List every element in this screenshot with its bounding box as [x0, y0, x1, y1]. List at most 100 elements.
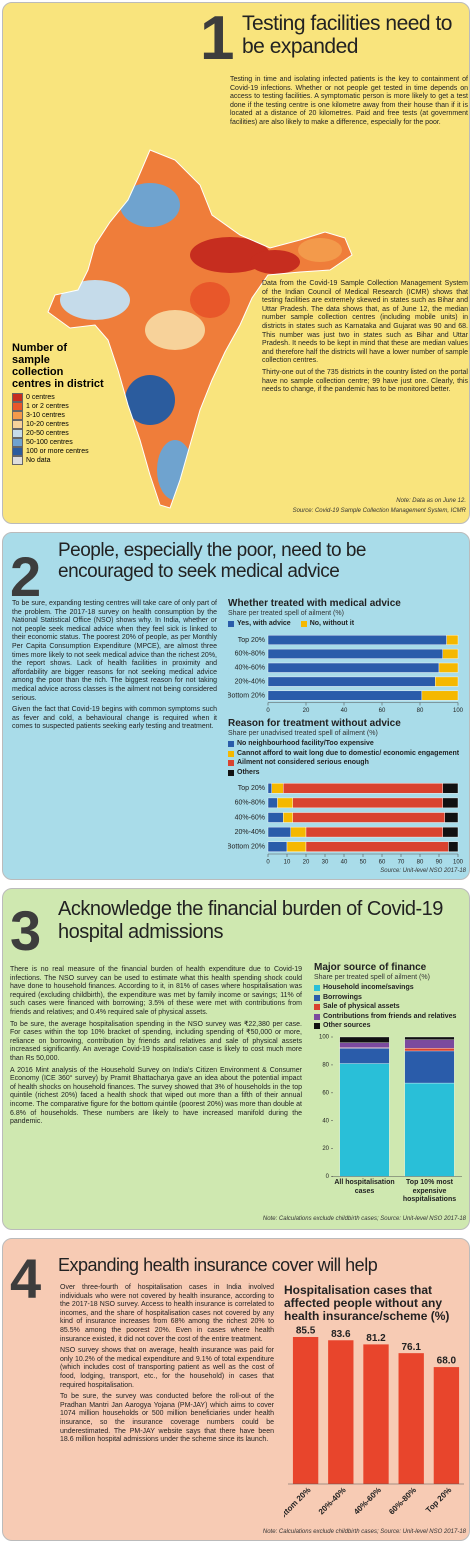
- x-tick-label: 100: [453, 860, 464, 866]
- paragraph: Testing in time and isolating infected p…: [230, 76, 468, 126]
- bar-segment: [283, 812, 293, 823]
- x-tick-label: 80: [417, 860, 424, 866]
- legend-item: Sale of physical assets: [314, 1003, 466, 1012]
- legend-swatch: [228, 621, 234, 627]
- legend-swatch: [314, 1013, 320, 1020]
- value-label: 76.1: [401, 1342, 421, 1353]
- y-tick-label: Bottom 20%: [228, 692, 265, 699]
- legend-label: Borrowings: [323, 993, 362, 1001]
- legend-swatch: [314, 985, 320, 991]
- legend: Household income/savings Borrowings Sale o…: [314, 984, 466, 1031]
- legend-swatch: [12, 447, 23, 456]
- bar: [363, 1344, 389, 1484]
- bar-segment: [434, 676, 459, 687]
- bar-segment: [267, 634, 447, 645]
- x-tick-label: 70: [398, 860, 405, 866]
- legend-label: Sale of physical assets: [323, 1003, 400, 1010]
- paragraph: To be sure, expanding testing centres wi…: [12, 600, 217, 702]
- legend-swatch: [228, 750, 234, 757]
- x-tick-label: 50: [360, 860, 367, 866]
- paragraph: Given the fact that Covid-19 begins with…: [12, 706, 217, 731]
- y-tick-label: 60: [322, 1090, 329, 1096]
- note: Note: Calculations exclude childbirth ca…: [262, 1216, 466, 1222]
- bar-segment: [305, 826, 444, 838]
- bar-segment: [339, 1042, 390, 1048]
- bar-segment: [277, 797, 293, 809]
- legend-label: 10-20 centres: [26, 421, 69, 428]
- x-tick-label: All hospitalisation cases: [334, 1179, 395, 1195]
- legend-item: Household income/savings: [314, 984, 466, 993]
- legend-item: Ailment not considered serious enough: [228, 759, 466, 768]
- legend-label: Ailment not considered serious enough: [237, 759, 369, 766]
- section-number: 3: [10, 899, 42, 962]
- bar-segment: [442, 797, 459, 809]
- chart-title: Major source of finance: [314, 962, 427, 973]
- x-tick-label: 100: [453, 708, 464, 714]
- legend-item: Yes, with advice: [228, 620, 291, 629]
- legend-swatch: [12, 402, 23, 411]
- bar-segment: [404, 1047, 455, 1051]
- legend-label: 1 or 2 centres: [26, 403, 69, 410]
- bar-segment: [267, 662, 440, 673]
- section-panel: [2, 888, 470, 1230]
- y-tick-label: 40%-60%: [235, 664, 265, 671]
- source: Source: Unit-level NSO 2017-18: [380, 868, 466, 874]
- legend-item: Other sources: [314, 1022, 466, 1031]
- legend-swatch: [314, 1023, 320, 1029]
- legend-item: 100 or more centres: [12, 447, 104, 456]
- note: Note: Calculations exclude childbirth ca…: [262, 1529, 466, 1535]
- paragraph: To be sure, the survey was conducted bef…: [60, 1393, 274, 1444]
- y-tick-label: 20%-40%: [235, 829, 265, 836]
- x-tick-label: 20: [303, 708, 310, 714]
- legend-swatch: [228, 741, 234, 747]
- paragraph: NSO survey shows that on average, health…: [60, 1347, 274, 1389]
- legend-swatch: [228, 760, 234, 766]
- bar-segment: [267, 690, 423, 700]
- bar-segment: [448, 841, 459, 852]
- legend-swatch: [12, 411, 23, 420]
- legend-swatch: [12, 429, 23, 438]
- legend-swatch: [314, 1004, 320, 1010]
- bar-segment: [267, 648, 444, 659]
- paragraph: Data from the Covid-19 Sample Collection…: [262, 280, 468, 365]
- bar: [328, 1340, 354, 1484]
- section-title: Acknowledge the financial burden of Covi…: [58, 898, 443, 943]
- bar-segment: [267, 676, 436, 687]
- legend-label: No neighbourhood facility/Too expensive: [237, 740, 374, 747]
- y-tick-label: 20%-40%: [235, 678, 265, 685]
- bar: [292, 1337, 319, 1484]
- x-tick-label: 60: [379, 860, 386, 866]
- bar-segment: [404, 1050, 455, 1083]
- section-title: People, especially the poor, need to be …: [58, 540, 366, 582]
- plot: 85.5 Bottom 20% 83.6 20%-40% 81.2 40%-60% 76.1…: [284, 1326, 464, 1524]
- value-label: 85.5: [296, 1326, 316, 1337]
- legend-item: 3-10 centres: [12, 411, 104, 420]
- x-tick-label: 90: [436, 860, 443, 866]
- legend-swatch: [314, 994, 320, 1001]
- y-tick-label: Bottom 20%: [228, 844, 265, 851]
- bar-segment: [442, 783, 459, 794]
- y-tick-label: 100: [319, 1034, 330, 1040]
- chart: Whether treated with medical advice Share…: [228, 598, 466, 714]
- section-number: 4: [10, 1247, 42, 1310]
- bar-segment: [339, 1036, 390, 1043]
- y-tick-label: 20: [322, 1146, 329, 1152]
- x-tick-label: 20: [303, 860, 310, 866]
- bar-segment: [292, 797, 444, 809]
- value-label: 68.0: [437, 1356, 457, 1367]
- paragraph: There is no real measure of the financia…: [10, 966, 302, 1016]
- x-tick-label: 60%-80%: [387, 1486, 418, 1517]
- legend-swatch: [12, 438, 23, 447]
- x-tick-label: 0: [266, 860, 270, 866]
- chart: Major source of finance Share per treated…: [314, 962, 466, 1212]
- bar-segment: [267, 841, 288, 852]
- y-tick-label: 60%-80%: [235, 800, 265, 807]
- legend-swatch: [12, 420, 23, 429]
- legend-label: 50-100 centres: [26, 439, 73, 446]
- text-block: There is no real measure of the financia…: [10, 966, 302, 1130]
- legend-item: 0 centres: [12, 393, 104, 402]
- source: Source: Covid-19 Sample Collection Manag…: [292, 508, 466, 514]
- bar-segment: [404, 1039, 455, 1048]
- value-label: 81.2: [366, 1333, 386, 1344]
- bar-segment: [404, 1082, 455, 1177]
